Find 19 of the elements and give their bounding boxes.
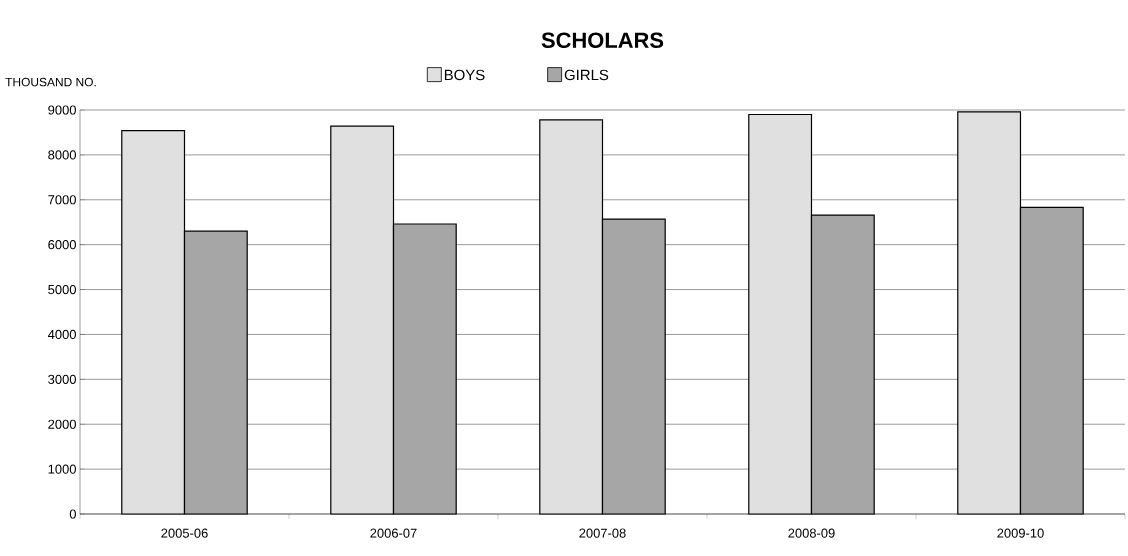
y-tick-label: 0 [69,509,76,519]
y-tick-label: 5000 [48,284,76,295]
y-tick-label: 1000 [48,464,76,474]
y-axis-title: THOUSAND NO. [5,77,96,87]
x-tick-label: 2007-08 [579,528,626,538]
x-tick-label: 2005-06 [161,528,208,538]
y-tick-label: 6000 [48,240,76,250]
y-tick-label: 7000 [48,195,76,205]
y-tick-label: 9000 [48,105,76,115]
y-tick-label: 3000 [48,374,76,384]
y-tick-label: 4000 [47,329,76,340]
chart-title: SCHOLARS [541,32,664,48]
x-tick-label: 2006-07 [370,528,417,538]
x-tick-label: 2009-10 [997,528,1044,538]
x-tick-label: 2008-09 [788,528,835,538]
y-tick-label: 2000 [48,419,76,429]
legend-label: GIRLS [564,69,609,81]
legend-label: BOYS [444,69,485,81]
y-tick-label: 8000 [48,150,76,160]
